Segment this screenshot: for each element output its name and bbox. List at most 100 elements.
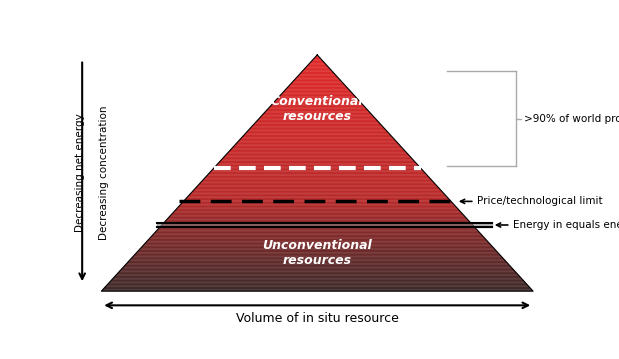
Text: Price/technological limit: Price/technological limit: [461, 196, 603, 206]
Polygon shape: [270, 106, 365, 107]
Polygon shape: [152, 235, 483, 236]
Polygon shape: [301, 71, 333, 72]
Polygon shape: [188, 196, 447, 197]
Polygon shape: [181, 204, 454, 205]
Polygon shape: [202, 180, 433, 181]
Polygon shape: [252, 126, 383, 127]
Polygon shape: [165, 221, 470, 222]
Polygon shape: [103, 288, 531, 289]
Polygon shape: [189, 194, 445, 195]
Polygon shape: [130, 259, 504, 260]
Polygon shape: [217, 164, 418, 165]
Polygon shape: [218, 163, 417, 164]
Text: >90% of world production: >90% of world production: [524, 114, 619, 124]
Polygon shape: [181, 203, 453, 204]
Polygon shape: [256, 121, 378, 122]
Polygon shape: [237, 141, 397, 142]
Polygon shape: [274, 102, 361, 103]
Polygon shape: [276, 99, 358, 100]
Polygon shape: [232, 148, 403, 149]
Polygon shape: [148, 239, 487, 240]
Polygon shape: [290, 83, 344, 84]
Polygon shape: [290, 84, 345, 85]
Polygon shape: [284, 90, 350, 91]
Polygon shape: [183, 201, 452, 202]
Polygon shape: [118, 272, 517, 273]
Polygon shape: [253, 125, 382, 126]
Polygon shape: [213, 168, 422, 169]
Text: Unconventional
resources: Unconventional resources: [262, 239, 372, 267]
Polygon shape: [204, 178, 431, 180]
Polygon shape: [158, 228, 476, 229]
Polygon shape: [240, 138, 394, 139]
Polygon shape: [175, 209, 459, 210]
Polygon shape: [239, 140, 396, 141]
Polygon shape: [267, 108, 367, 109]
Polygon shape: [287, 88, 348, 89]
Polygon shape: [137, 252, 498, 253]
Polygon shape: [253, 124, 381, 125]
Polygon shape: [179, 205, 456, 206]
Polygon shape: [243, 136, 392, 137]
Polygon shape: [120, 270, 514, 271]
Polygon shape: [206, 176, 429, 177]
Polygon shape: [258, 119, 376, 120]
Polygon shape: [287, 87, 347, 88]
Polygon shape: [298, 75, 337, 76]
Polygon shape: [193, 190, 442, 191]
Polygon shape: [133, 256, 501, 257]
Polygon shape: [264, 112, 371, 113]
Polygon shape: [196, 187, 439, 188]
Polygon shape: [222, 159, 413, 160]
Polygon shape: [316, 55, 318, 56]
Polygon shape: [155, 232, 480, 233]
Polygon shape: [261, 116, 374, 117]
Polygon shape: [107, 284, 527, 285]
Polygon shape: [262, 114, 372, 115]
Polygon shape: [250, 127, 384, 128]
Polygon shape: [115, 275, 519, 276]
Polygon shape: [149, 238, 486, 239]
Polygon shape: [241, 137, 394, 138]
Polygon shape: [156, 230, 478, 231]
Polygon shape: [110, 282, 525, 283]
Polygon shape: [314, 57, 320, 58]
Polygon shape: [207, 174, 427, 176]
Polygon shape: [230, 150, 405, 151]
Polygon shape: [150, 237, 484, 238]
Polygon shape: [152, 234, 482, 235]
Polygon shape: [297, 76, 337, 77]
Polygon shape: [128, 262, 507, 263]
Polygon shape: [177, 208, 457, 209]
Polygon shape: [199, 184, 436, 185]
Polygon shape: [124, 266, 511, 267]
Polygon shape: [243, 135, 391, 136]
Polygon shape: [186, 198, 449, 199]
Polygon shape: [214, 167, 420, 168]
Polygon shape: [164, 222, 470, 223]
Polygon shape: [215, 166, 420, 167]
Polygon shape: [175, 210, 460, 211]
Polygon shape: [163, 223, 472, 224]
Polygon shape: [192, 191, 443, 192]
Polygon shape: [103, 289, 532, 290]
Text: Volume of in situ resource: Volume of in situ resource: [236, 312, 399, 325]
Polygon shape: [300, 73, 334, 74]
Polygon shape: [280, 95, 355, 96]
Polygon shape: [209, 172, 425, 173]
Polygon shape: [284, 91, 351, 92]
Polygon shape: [119, 271, 516, 272]
Polygon shape: [299, 74, 335, 75]
Polygon shape: [254, 123, 381, 124]
Polygon shape: [223, 157, 412, 158]
Polygon shape: [143, 245, 491, 246]
Polygon shape: [141, 248, 494, 249]
Polygon shape: [117, 273, 517, 274]
Polygon shape: [292, 81, 342, 83]
Polygon shape: [110, 281, 524, 282]
Polygon shape: [129, 260, 506, 261]
Polygon shape: [106, 285, 528, 286]
Polygon shape: [113, 278, 522, 279]
Polygon shape: [212, 169, 422, 170]
Polygon shape: [274, 101, 360, 102]
